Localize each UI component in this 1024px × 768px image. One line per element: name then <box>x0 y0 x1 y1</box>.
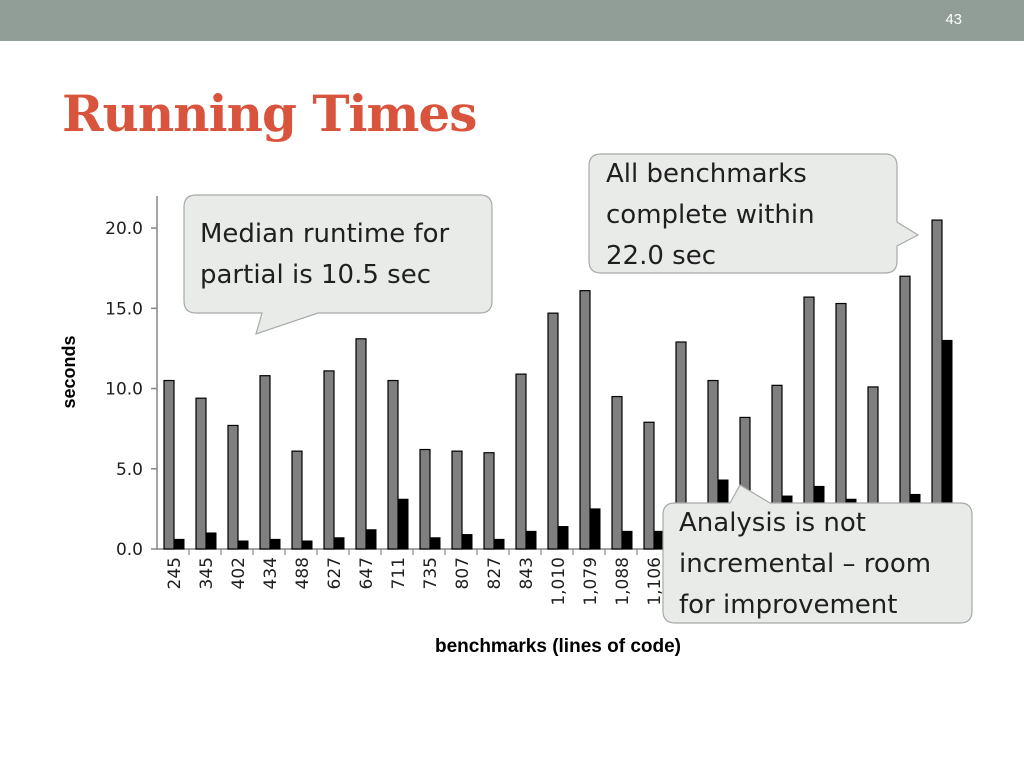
x-tick-label: 1,106 <box>645 557 665 606</box>
x-tick-label: 843 <box>517 557 537 589</box>
x-tick-label: 1,010 <box>549 557 569 606</box>
bar-series-1 <box>643 421 655 550</box>
x-tick-label: 345 <box>197 557 217 589</box>
bar-series-2 <box>365 529 377 550</box>
bar-series-1 <box>355 338 367 550</box>
y-axis-label: seconds <box>59 335 79 408</box>
x-tick-label: 1,079 <box>581 557 601 606</box>
callout-median-bubble <box>183 194 493 335</box>
bar-series-2 <box>525 530 537 550</box>
y-tick-label: 10.0 <box>105 380 143 400</box>
y-tick-label: 20.0 <box>105 219 143 239</box>
bar-series-1 <box>387 379 399 550</box>
x-tick-label: 627 <box>325 557 345 589</box>
bar-series-1 <box>227 424 239 550</box>
slide-header-bar: 43 <box>0 0 1024 41</box>
bar-series-2 <box>429 537 441 550</box>
bar-series-1 <box>547 312 559 550</box>
bar-series-2 <box>205 532 217 550</box>
bar-series-1 <box>291 450 303 550</box>
bar-series-2 <box>237 540 249 550</box>
x-tick-group: 245 345 402 434 488 627 647 711 735 807 827 843 1,01… <box>165 549 958 606</box>
bar-series-1 <box>611 395 623 550</box>
bar-series-1 <box>323 370 335 550</box>
bar-series-1 <box>483 452 495 550</box>
x-tick-label: 488 <box>293 557 313 589</box>
bar-series-2 <box>557 526 569 550</box>
bar-series-1 <box>451 450 463 550</box>
x-tick-label: 807 <box>453 557 473 589</box>
callout-not-incremental-bubble <box>662 484 973 624</box>
x-axis-label: benchmarks (lines of code) <box>435 636 681 657</box>
slide-title: Running Times <box>62 84 477 143</box>
bar-series-2 <box>301 540 313 550</box>
bar-series-2 <box>493 538 505 550</box>
y-tick-group: 0.0 5.0 10.0 15.0 20.0 <box>105 219 157 560</box>
bar-series-1 <box>259 375 271 550</box>
x-tick-label: 402 <box>229 557 249 589</box>
bar-series-2 <box>621 530 633 550</box>
callout-all-complete-bubble <box>588 153 920 274</box>
bar-series-1 <box>419 448 431 550</box>
y-tick-label: 0.0 <box>116 540 143 560</box>
x-tick-label: 711 <box>389 557 409 589</box>
bar-series-2 <box>173 538 185 550</box>
callout-median-text: Median runtime for partial is 10.5 sec <box>200 219 450 290</box>
x-tick-label: 434 <box>261 557 281 589</box>
bar-series-2 <box>589 508 601 550</box>
x-tick-label: 245 <box>165 557 185 589</box>
slide-number: 43 <box>945 11 962 28</box>
callout-all-complete-text: All benchmarks complete within 22.0 sec <box>606 159 815 271</box>
x-tick-label: 1,088 <box>613 557 633 606</box>
x-tick-label: 827 <box>485 557 505 589</box>
bar-series-1 <box>163 379 175 550</box>
bar-series-2 <box>333 537 345 550</box>
bar-series-2 <box>397 498 409 550</box>
bar-series-2 <box>461 534 473 550</box>
x-tick-label: 735 <box>421 557 441 589</box>
callout-not-incremental-text: Analysis is not incremental – room for i… <box>679 508 932 620</box>
y-tick-label: 5.0 <box>116 460 143 480</box>
bar-series-1 <box>579 290 591 550</box>
bar-series-2 <box>269 538 281 550</box>
bar-series-1 <box>195 397 207 550</box>
bar-series-1 <box>515 373 527 550</box>
x-tick-label: 647 <box>357 557 377 589</box>
y-tick-label: 15.0 <box>105 299 143 319</box>
